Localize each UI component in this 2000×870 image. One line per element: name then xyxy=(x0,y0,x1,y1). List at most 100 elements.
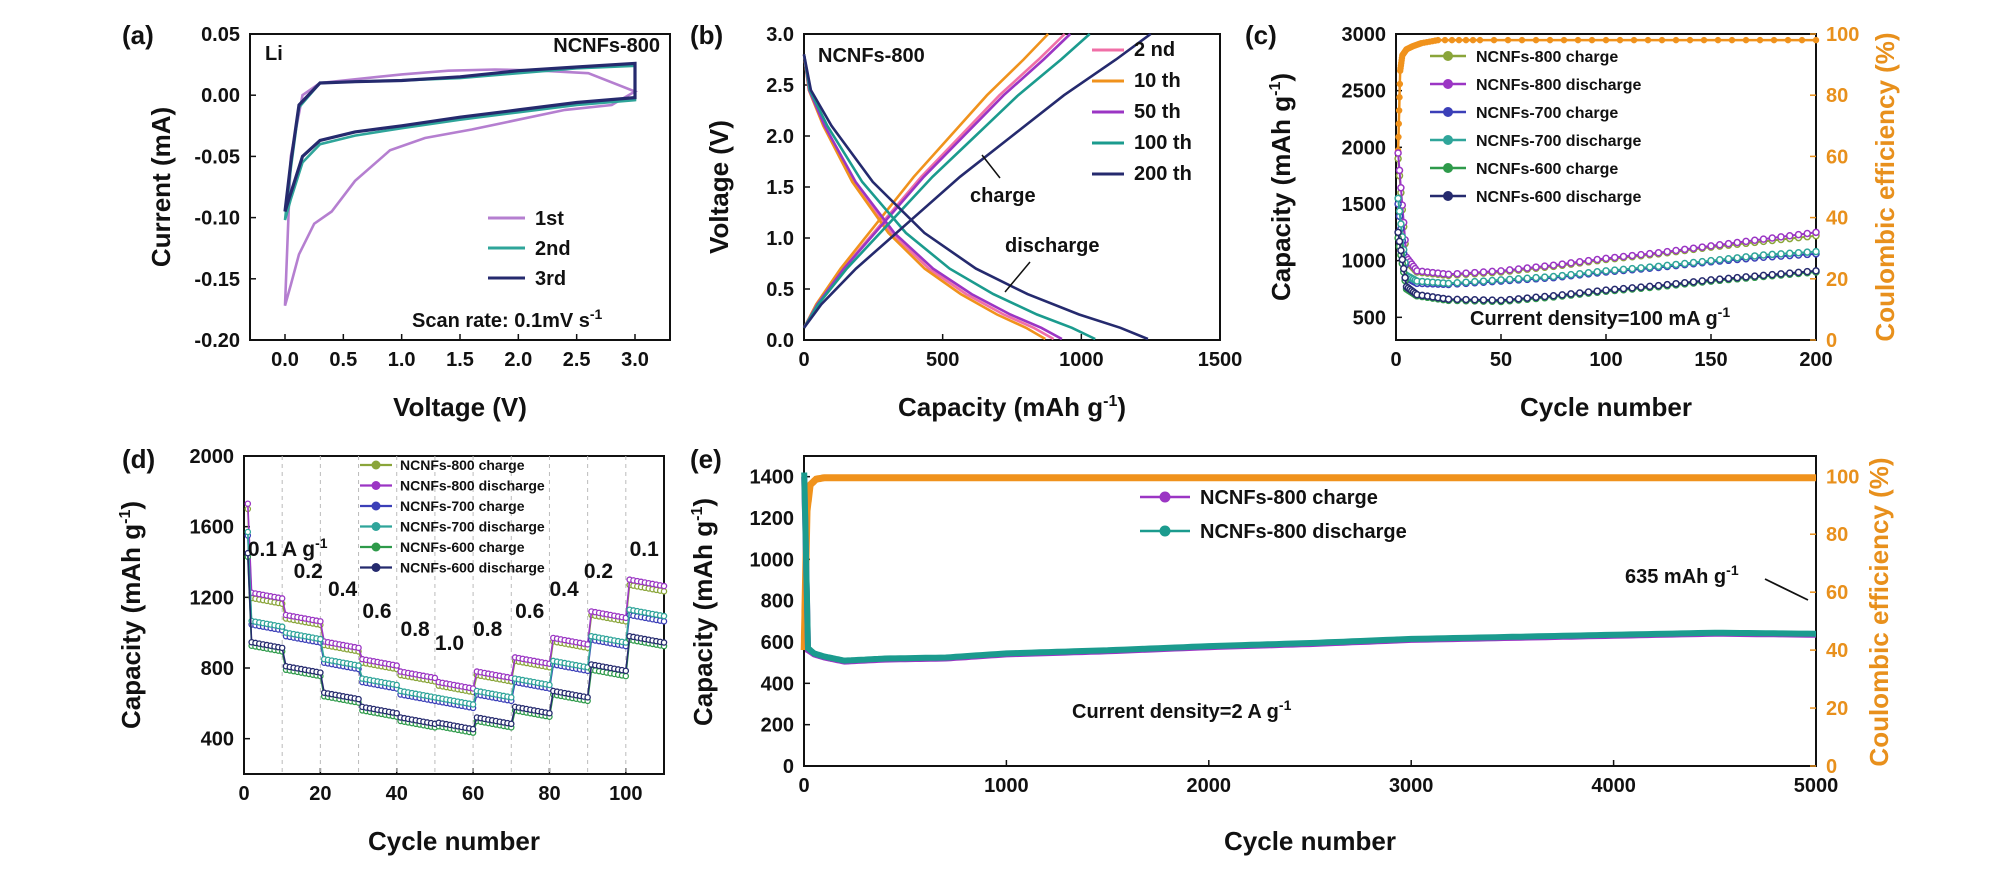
efficiency-point xyxy=(1395,107,1403,114)
panel-a-ticks: 0.0 0.5 1.0 1.5 2.0 2.5 3.0 0.05 0.00 -0.05 -0.10 -… xyxy=(194,24,649,371)
y-tick-label: 800 xyxy=(201,658,234,680)
rate-point xyxy=(660,588,668,595)
capacity-point xyxy=(1619,284,1628,293)
capacity-point xyxy=(1462,295,1470,304)
legend-entry: NCNFs-600 charge xyxy=(400,539,525,555)
panel-b-ylabel: Voltage (V) xyxy=(704,120,734,254)
capacity-point xyxy=(1672,260,1680,269)
y-tick-label: -0.05 xyxy=(194,146,240,168)
capacity-point xyxy=(1716,275,1724,283)
charge-curve-50 th xyxy=(802,33,1072,329)
rate-point xyxy=(660,618,668,625)
legend-entry: 1st xyxy=(535,208,564,230)
panel-d-xlabel: Cycle number xyxy=(368,826,540,856)
capacity-point xyxy=(1558,271,1566,280)
cv-curve-2nd xyxy=(283,64,637,221)
capacity-point xyxy=(1398,255,1407,264)
panel-e-label: (e) xyxy=(690,444,722,474)
capacity-point xyxy=(1593,255,1601,264)
efficiency-point xyxy=(1630,36,1638,44)
efficiency-point xyxy=(1770,36,1778,44)
rate-point xyxy=(393,681,400,689)
capacity-point xyxy=(1794,268,1803,277)
panel-b-charge-arrow xyxy=(981,154,1001,179)
capacity-point xyxy=(1716,241,1724,249)
long-cycle-band-NCNFs-800 discharge xyxy=(801,472,1817,664)
capacity-point xyxy=(1707,242,1715,250)
capacity-point xyxy=(1689,258,1698,267)
panel-c-current-density: Current density=100 mA g-1 xyxy=(1470,304,1730,330)
panel-c-ticks: 0 50 100 150 2003000250020001500100050010080… xyxy=(1342,24,1860,371)
capacity-point xyxy=(1394,194,1402,203)
panel-b-charge-label: charge xyxy=(970,185,1036,207)
charge-curve-10 th xyxy=(802,33,1050,329)
rate-point xyxy=(546,709,553,717)
capacity-point xyxy=(1506,295,1514,304)
capacity-point xyxy=(1541,292,1549,301)
capacity-point xyxy=(1716,255,1724,264)
legend-marker xyxy=(1159,525,1171,537)
y-tick-label: 2000 xyxy=(1342,137,1387,159)
capacity-point xyxy=(1794,230,1803,239)
capacity-point xyxy=(1681,245,1689,254)
capacity-point xyxy=(1611,253,1619,262)
capacity-point xyxy=(1532,293,1540,302)
capacity-point xyxy=(1777,250,1785,258)
x-tick-label: 100 xyxy=(1589,349,1622,371)
efficiency-point xyxy=(1448,36,1456,44)
rate-point xyxy=(244,549,252,557)
capacity-point xyxy=(1401,273,1409,282)
efficiency-point xyxy=(1756,36,1764,44)
legend-entry: NCNFs-700 charge xyxy=(400,498,525,514)
panel-a-legend: 1st 2nd 3rd xyxy=(488,208,571,290)
capacity-point xyxy=(1399,264,1408,273)
x-tick-label: 100 xyxy=(609,783,642,805)
panel-d-rate-capability: (d) 0 20 40 60 80 100 2000 1600 1200 800 400 NCNFs… xyxy=(116,444,668,856)
y2-tick-label: 20 xyxy=(1826,698,1848,720)
capacity-point xyxy=(1768,234,1776,242)
capacity-point xyxy=(1444,270,1453,279)
y2-tick-label: 0 xyxy=(1826,756,1837,778)
capacity-point xyxy=(1777,270,1785,278)
rate-point xyxy=(278,595,286,602)
x-tick-label: 5000 xyxy=(1794,775,1839,797)
panel-d-legend: NCNFs-800 charge NCNFs-800 discharge NCNFs… xyxy=(360,457,545,576)
panel-a-scan-rate: Scan rate: 0.1mV s-1 xyxy=(412,306,603,332)
capacity-point xyxy=(1523,294,1531,302)
capacity-point xyxy=(1751,236,1759,245)
x-tick-label: 60 xyxy=(462,783,484,805)
efficiency-point xyxy=(1434,36,1442,44)
capacity-point xyxy=(1646,282,1654,291)
y2-tick-label: 20 xyxy=(1826,269,1848,291)
y2-tick-label: 100 xyxy=(1826,24,1859,46)
capacity-point xyxy=(1549,292,1558,300)
capacity-point xyxy=(1672,279,1680,288)
rate-point xyxy=(584,694,591,701)
rate-point xyxy=(317,635,324,643)
y2-tick-label: 80 xyxy=(1826,524,1848,546)
panel-c-cycling-100mA: (c) 0 50 100 150 200300025002000150010005001… xyxy=(1245,20,1900,422)
capacity-point xyxy=(1646,249,1654,258)
rate-point xyxy=(546,681,553,689)
legend-marker xyxy=(371,542,381,552)
capacity-point xyxy=(1812,267,1820,275)
panel-e-legend: NCNFs-800 charge NCNFs-800 discharge xyxy=(1140,487,1407,543)
capacity-point xyxy=(1453,295,1461,304)
efficiency-point xyxy=(1602,36,1610,44)
legend-entry: NCNFs-600 charge xyxy=(1476,161,1618,178)
panel-a-label: (a) xyxy=(122,20,154,50)
legend-entry: 200 th xyxy=(1134,163,1192,185)
y-tick-label: 3.0 xyxy=(766,24,794,46)
capacity-point xyxy=(1488,267,1496,276)
x-tick-label: 0.5 xyxy=(329,349,357,371)
legend-marker xyxy=(371,563,381,572)
legend-entry: NCNFs-600 discharge xyxy=(400,560,545,576)
capacity-point xyxy=(1576,269,1584,278)
y-tick-label: 400 xyxy=(761,673,794,695)
panel-e-ylabel: Capacity (mAh g-1) xyxy=(688,498,718,726)
panel-b-legend: 2 nd 10 th 50 th 100 th 200 th xyxy=(1092,39,1192,185)
rate-label: 0.1 xyxy=(630,538,660,561)
capacity-point xyxy=(1479,296,1488,304)
panel-d-ylabel: Capacity (mAh g-1) xyxy=(116,501,146,729)
discharge-curve-50 th xyxy=(802,54,1063,341)
